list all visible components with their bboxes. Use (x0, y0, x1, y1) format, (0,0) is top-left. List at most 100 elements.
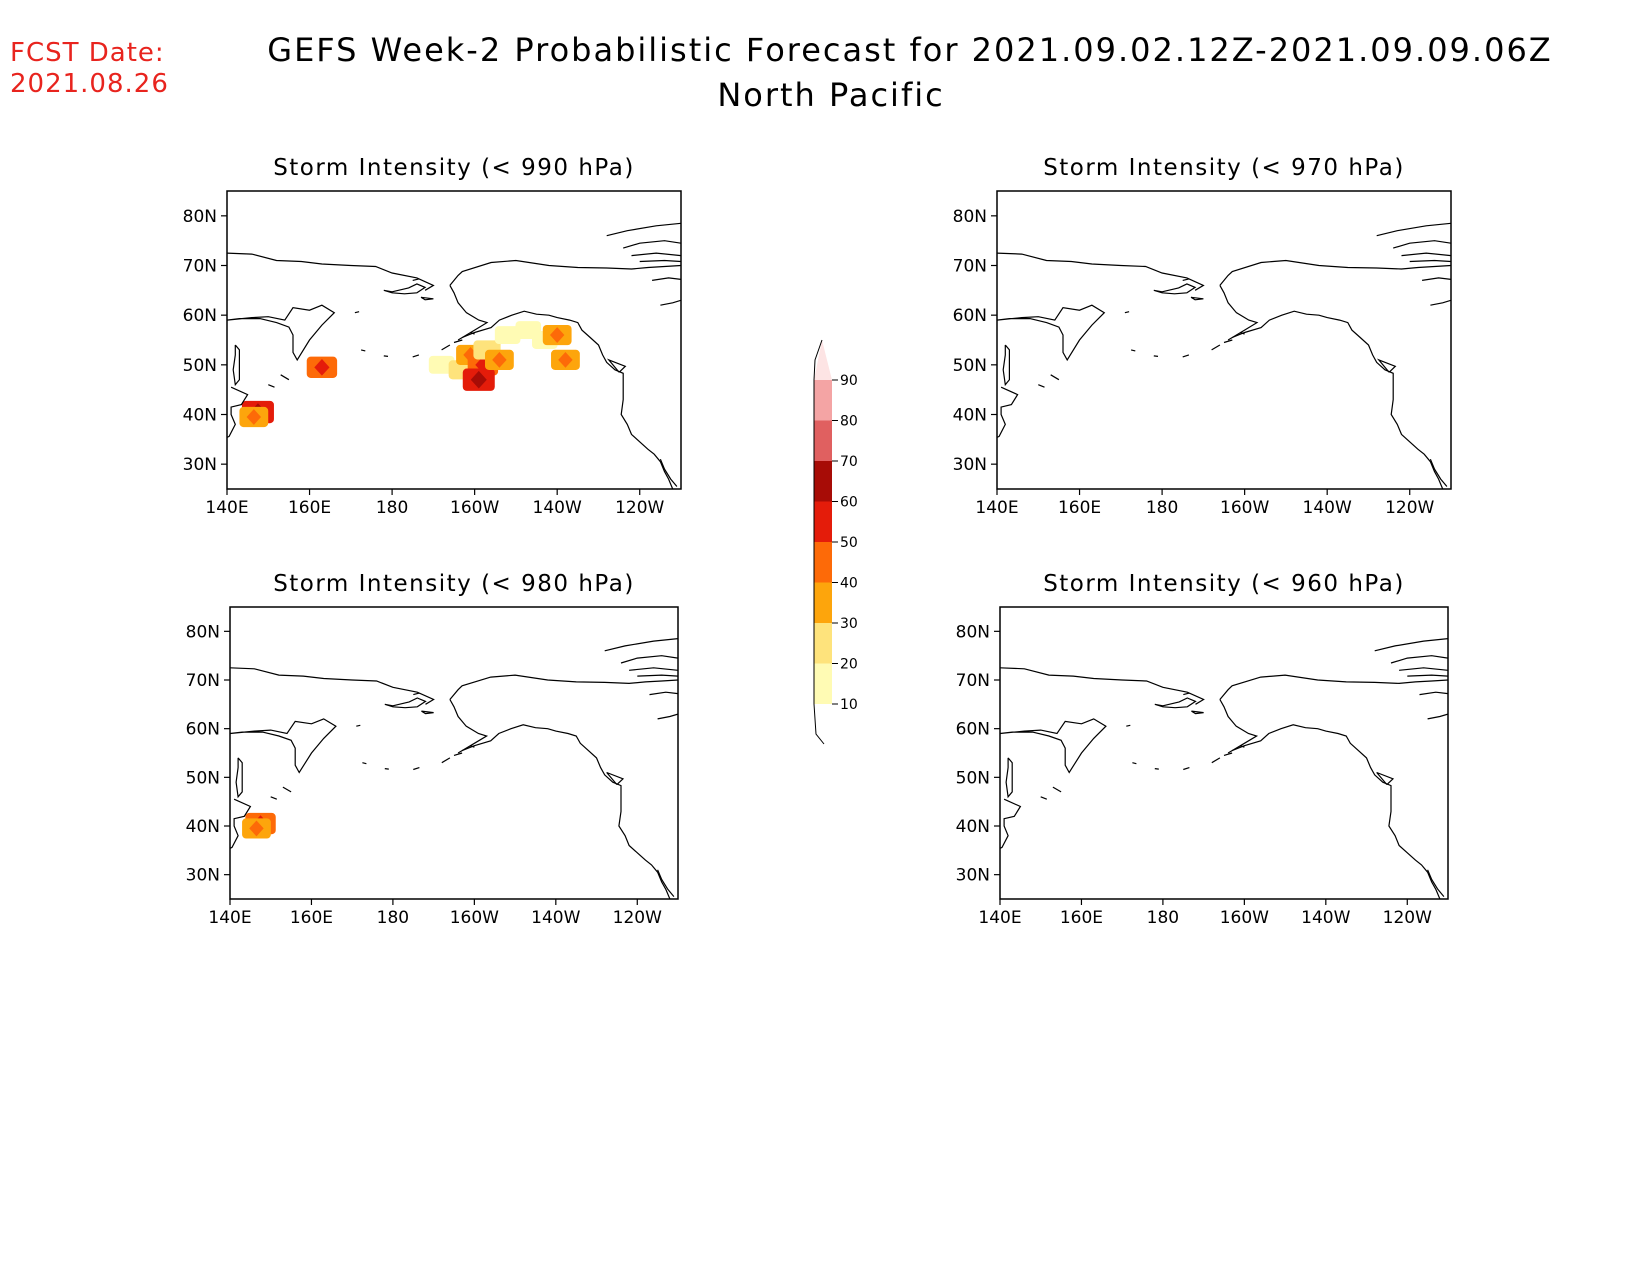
x-tick-label: 160E (290, 908, 333, 928)
y-tick-label: 70N (183, 257, 217, 277)
coastline (412, 354, 420, 358)
x-tick-label: 180 (1146, 498, 1178, 518)
coastline (449, 699, 489, 754)
y-tick-label: 80N (953, 207, 987, 227)
y-tick-label: 70N (956, 671, 990, 691)
x-tick-label: 140E (975, 498, 1018, 518)
coastline (230, 718, 337, 774)
coastline (1232, 310, 1444, 489)
y-tick-label: 50N (183, 356, 217, 376)
coastline (1219, 674, 1448, 700)
x-tick-label: 180 (1147, 908, 1179, 928)
coastline (1374, 638, 1448, 652)
y-tick-label: 40N (186, 817, 220, 837)
coastline (1040, 796, 1048, 800)
coastline (1050, 374, 1060, 381)
coastline (449, 285, 489, 341)
y-tick-label: 60N (953, 306, 987, 326)
coastline (1223, 752, 1233, 756)
coastline (1430, 299, 1451, 306)
coastline (606, 358, 627, 373)
coastline (1399, 667, 1448, 671)
x-tick-label: 120W (1383, 908, 1432, 928)
coastline (1000, 718, 1107, 774)
colorbar-segment (814, 582, 832, 623)
coastline (1219, 259, 1451, 286)
x-tick-label: 140W (1303, 498, 1352, 518)
coastline (1130, 349, 1136, 352)
fcst-date-value: 2021.08.26 (10, 69, 169, 99)
forecast-date-annotation: FCST Date: 2021.08.26 (10, 38, 169, 100)
colorbar-label: 80 (840, 414, 858, 430)
coastline (384, 697, 427, 709)
coastline (997, 304, 1106, 362)
x-tick-label: 160W (450, 908, 499, 928)
coastlines (227, 222, 681, 489)
probability-core (558, 351, 573, 368)
coastline (470, 745, 475, 748)
y-tick-label: 40N (183, 406, 217, 426)
coastline (1376, 771, 1395, 786)
map-panel-p980: Storm Intensity (< 980 hPa) 140E 160E 180 16… (186, 571, 679, 928)
colorbar-label: 10 (840, 697, 858, 713)
coastline (652, 277, 681, 281)
coastline (649, 691, 678, 696)
coastline (620, 655, 678, 664)
coastline (1153, 283, 1197, 295)
coastline (1182, 278, 1190, 281)
coastline (356, 724, 361, 727)
x-tick-label: 160W (1220, 908, 1269, 928)
x-tick-label: 160W (1220, 498, 1269, 518)
coastline (1132, 762, 1137, 765)
map-panel-p990: Storm Intensity (< 990 hPa) 140E 160E 180 16… (183, 155, 682, 518)
coastline (232, 344, 240, 387)
y-tick-label: 30N (186, 866, 220, 886)
x-tick-label: 140W (1301, 908, 1350, 928)
colorbar-segment (814, 380, 832, 421)
coastline (384, 768, 389, 770)
colorbar-label: 50 (840, 535, 858, 551)
coastline (1038, 384, 1045, 388)
coastline (1000, 667, 1205, 705)
colorbar-bottom-triangle (813, 703, 825, 745)
y-tick-label: 60N (956, 720, 990, 740)
y-tick-label: 30N (956, 866, 990, 886)
map-panel-p970: Storm Intensity (< 970 hPa) 140E 160E 180 16… (953, 155, 1452, 518)
x-tick-label: 140W (533, 498, 582, 518)
x-tick-label: 160E (288, 498, 331, 518)
coastline (1183, 692, 1190, 696)
map-panel-p960: Storm Intensity (< 960 hPa) 140E 160E 180 16… (956, 571, 1449, 928)
colorbar-top-edge (813, 339, 823, 381)
x-tick-label: 160W (450, 498, 499, 518)
coastline (1191, 710, 1204, 715)
colorbar-segment (814, 542, 832, 583)
region-subtitle: North Pacific (717, 76, 945, 114)
colorbar-segment (814, 663, 832, 704)
x-tick-label: 180 (376, 498, 408, 518)
probability-core (470, 370, 487, 389)
coastline (441, 344, 451, 351)
map-frame (226, 190, 682, 490)
colorbar-top-triangle (814, 340, 832, 380)
coastline (1223, 339, 1233, 344)
probability-core (492, 351, 507, 368)
coastline (1419, 691, 1448, 696)
x-tick-label: 120W (615, 498, 664, 518)
coastline (1429, 458, 1448, 487)
fcst-date-label: FCST Date: (10, 38, 165, 68)
coastline (1182, 354, 1190, 358)
coastline (623, 240, 681, 249)
coastlines (230, 638, 678, 899)
y-tick-label: 40N (956, 817, 990, 837)
coastline (449, 259, 681, 286)
coastline (604, 638, 678, 652)
coastline (639, 259, 681, 263)
coastline (420, 296, 434, 301)
y-tick-label: 60N (186, 720, 220, 740)
page-title: GEFS Week-2 Probabilistic Forecast for 2… (267, 31, 1553, 69)
y-tick-label: 80N (183, 207, 217, 227)
coastline (606, 771, 625, 786)
panel-title: Storm Intensity (< 960 hPa) (1043, 571, 1405, 597)
coastline (412, 278, 420, 281)
y-tick-label: 40N (953, 406, 987, 426)
